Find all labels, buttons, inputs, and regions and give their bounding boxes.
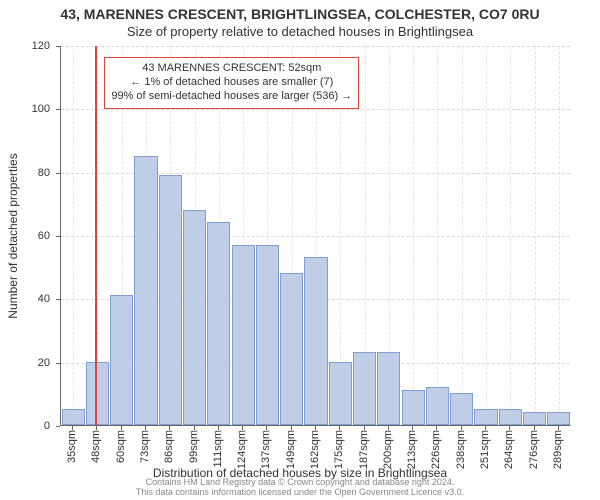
marker-line bbox=[95, 46, 97, 425]
x-tick-label: 289sqm bbox=[552, 430, 564, 469]
histogram-bar bbox=[280, 273, 303, 425]
footer-attribution: Contains HM Land Registry data © Crown c… bbox=[0, 478, 600, 498]
histogram-bar bbox=[353, 352, 376, 425]
x-tick-label: 175sqm bbox=[333, 430, 345, 469]
histogram-bar bbox=[110, 295, 133, 425]
annotation-title: 43 MARENNES CRESCENT: 52sqm bbox=[111, 62, 352, 76]
x-tick-label: 60sqm bbox=[115, 430, 127, 463]
annotation-line3: 99% of semi-detached houses are larger (… bbox=[111, 90, 352, 104]
x-tick-label: 226sqm bbox=[430, 430, 442, 469]
y-tick-label: 100 bbox=[32, 103, 50, 115]
x-tick-label: 251sqm bbox=[479, 430, 491, 469]
x-tick-label: 35sqm bbox=[66, 430, 78, 463]
y-tick-label: 20 bbox=[38, 357, 50, 369]
x-tick-label: 149sqm bbox=[285, 430, 297, 469]
x-tick-label: 99sqm bbox=[188, 430, 200, 463]
page-subtitle: Size of property relative to detached ho… bbox=[0, 24, 600, 39]
histogram-bar bbox=[450, 393, 473, 425]
x-tick-label: 238sqm bbox=[455, 430, 467, 469]
histogram-bar bbox=[183, 210, 206, 425]
histogram-bar bbox=[304, 257, 327, 425]
x-tick-label: 73sqm bbox=[139, 430, 151, 463]
y-tick-label: 80 bbox=[38, 167, 50, 179]
histogram-bar bbox=[523, 412, 546, 425]
histogram-bar bbox=[256, 245, 279, 426]
histogram-bar bbox=[232, 245, 255, 426]
x-tick-label: 86sqm bbox=[163, 430, 175, 463]
x-tick-label: 264sqm bbox=[503, 430, 515, 469]
histogram-bar bbox=[547, 412, 570, 425]
y-tick-label: 120 bbox=[32, 40, 50, 52]
x-tick-label: 200sqm bbox=[382, 430, 394, 469]
histogram-bar bbox=[62, 409, 85, 425]
page-title: 43, MARENNES CRESCENT, BRIGHTLINGSEA, CO… bbox=[0, 6, 600, 22]
histogram-bar bbox=[426, 387, 449, 425]
histogram-bar bbox=[402, 390, 425, 425]
x-tick-label: 137sqm bbox=[260, 430, 272, 469]
histogram-bar bbox=[86, 362, 109, 425]
y-tick-label: 60 bbox=[38, 230, 50, 242]
y-axis-ticks: 020406080100120 bbox=[0, 46, 56, 426]
histogram-bar bbox=[207, 222, 230, 425]
histogram-bar bbox=[474, 409, 497, 425]
histogram-bar bbox=[377, 352, 400, 425]
footer-line2: This data contains information licensed … bbox=[0, 488, 600, 498]
annotation-box: 43 MARENNES CRESCENT: 52sqm ← 1% of deta… bbox=[104, 57, 359, 108]
x-tick-label: 124sqm bbox=[236, 430, 248, 469]
x-tick-label: 187sqm bbox=[358, 430, 370, 469]
histogram-bar bbox=[329, 362, 352, 425]
x-tick-label: 276sqm bbox=[528, 430, 540, 469]
y-tick-label: 40 bbox=[38, 293, 50, 305]
x-tick-label: 162sqm bbox=[309, 430, 321, 469]
plot-area: 43 MARENNES CRESCENT: 52sqm ← 1% of deta… bbox=[60, 46, 570, 426]
y-tick-label: 0 bbox=[44, 420, 50, 432]
x-tick-label: 111sqm bbox=[212, 430, 224, 468]
histogram-bar bbox=[159, 175, 182, 425]
histogram-bar bbox=[499, 409, 522, 425]
x-tick-label: 213sqm bbox=[406, 430, 418, 469]
histogram-bar bbox=[134, 156, 157, 425]
x-tick-label: 48sqm bbox=[90, 430, 102, 463]
annotation-line2: ← 1% of detached houses are smaller (7) bbox=[111, 76, 352, 90]
chart-page: 43, MARENNES CRESCENT, BRIGHTLINGSEA, CO… bbox=[0, 0, 600, 500]
